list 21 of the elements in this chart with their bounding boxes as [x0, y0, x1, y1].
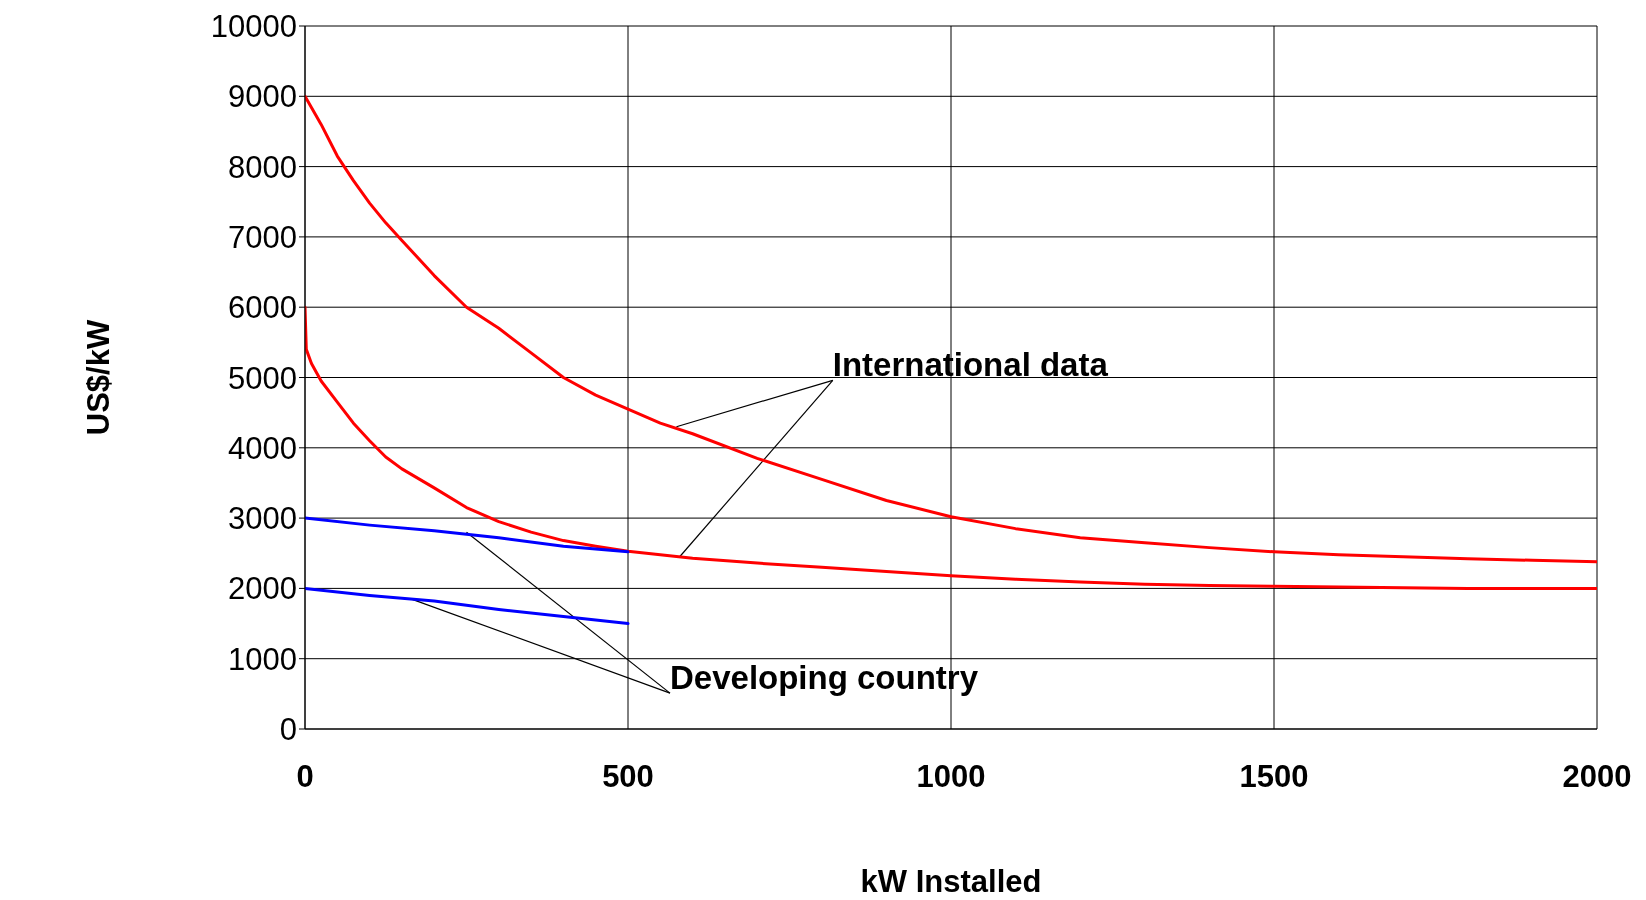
y-tick-label: 0	[279, 712, 297, 748]
y-tick-label: 9000	[228, 79, 297, 115]
y-tick-label: 5000	[228, 360, 297, 396]
y-tick-label: 10000	[210, 9, 297, 45]
y-tick-label: 1000	[228, 641, 297, 677]
x-tick-label: 2000	[1562, 759, 1632, 795]
y-tick-label: 2000	[228, 571, 297, 607]
y-tick-label: 8000	[228, 149, 297, 185]
x-tick-label: 1000	[916, 759, 986, 795]
line-series	[305, 516, 630, 554]
annotation: Developing country	[669, 659, 979, 697]
y-tick-label: 7000	[228, 219, 297, 255]
y-tick-label: 3000	[228, 501, 297, 537]
y-tick-label: 4000	[228, 430, 297, 466]
y-tick-label: 6000	[228, 290, 297, 326]
annotation: International data	[832, 346, 1109, 384]
line-series	[305, 586, 630, 626]
x-tick-label: 1500	[1239, 759, 1309, 795]
x-tick-label: 500	[602, 759, 654, 795]
y-axis-title: US$/kW	[81, 319, 117, 436]
x-axis-title: kW Installed	[860, 864, 1042, 899]
